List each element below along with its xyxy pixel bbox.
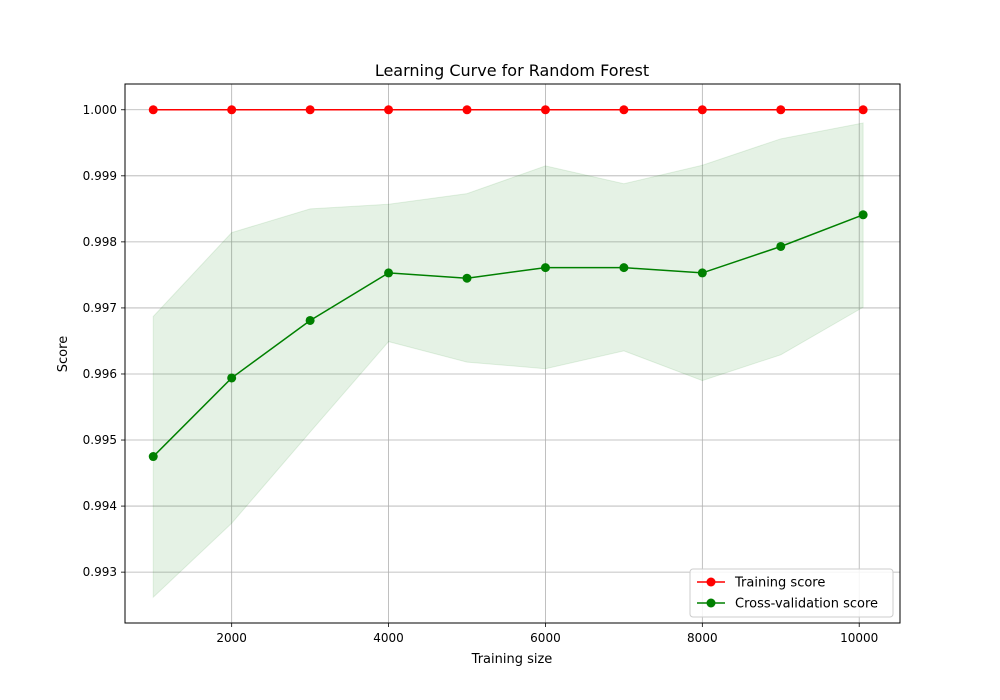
series-lines (148, 105, 868, 462)
training-score-point (227, 105, 237, 115)
y-axis-label: Score (56, 336, 71, 372)
cv-score-line (152, 214, 864, 458)
y-tick-label: 0.993 (83, 565, 117, 579)
y-tick-label: 0.998 (83, 235, 117, 249)
cv-score-band (152, 122, 864, 599)
cv-score-point (305, 315, 315, 325)
plot-frame (124, 83, 901, 624)
x-tick-label: 10000 (840, 631, 878, 645)
x-tick-label: 4000 (373, 631, 404, 645)
y-tick-label: 1.000 (83, 103, 117, 117)
training-score-point (384, 105, 394, 115)
y-tick-label: 0.999 (83, 169, 117, 183)
x-tick-label: 2000 (216, 631, 247, 645)
cv-score-point (384, 268, 394, 278)
y-tick-label: 0.994 (83, 499, 117, 513)
y-tick-label: 0.995 (83, 433, 117, 447)
cv-score-point (462, 273, 472, 283)
grid (125, 84, 900, 623)
cv-score-point (697, 268, 707, 278)
legend: Training score Cross-validation score (689, 568, 894, 618)
training-score-point (697, 105, 707, 115)
training-score-point (540, 105, 550, 115)
cv-score-point (619, 263, 629, 273)
cv-score-point (776, 241, 786, 251)
training-score-point (776, 105, 786, 115)
training-score-point (619, 105, 629, 115)
training-score-point (148, 105, 158, 115)
training-score-point (858, 105, 868, 115)
y-tick-label: 0.997 (83, 301, 117, 315)
training-score-point (305, 105, 315, 115)
cv-score-point (540, 263, 550, 273)
cv-score-point (858, 210, 868, 220)
legend-marker-cv (706, 598, 716, 608)
chart-title: Learning Curve for Random Forest (375, 61, 649, 80)
legend-box (689, 568, 894, 618)
legend-label-cv: Cross-validation score (735, 597, 878, 612)
confidence-bands (152, 122, 864, 599)
cv-score-point (148, 452, 158, 462)
cv-score-point (227, 373, 237, 383)
y-tick-label: 0.996 (83, 367, 117, 381)
training-score-point (462, 105, 472, 115)
legend-label-training: Training score (734, 576, 825, 591)
x-tick-label: 8000 (687, 631, 718, 645)
y-axis-ticks: 0.993 0.994 0.995 0.996 0.997 0.998 0.999 1.000 (83, 103, 125, 579)
legend-marker-training (706, 577, 716, 587)
x-axis-ticks: 2000 4000 6000 8000 10000 (216, 623, 878, 645)
x-axis-label: Training size (471, 652, 553, 667)
x-tick-label: 6000 (530, 631, 561, 645)
